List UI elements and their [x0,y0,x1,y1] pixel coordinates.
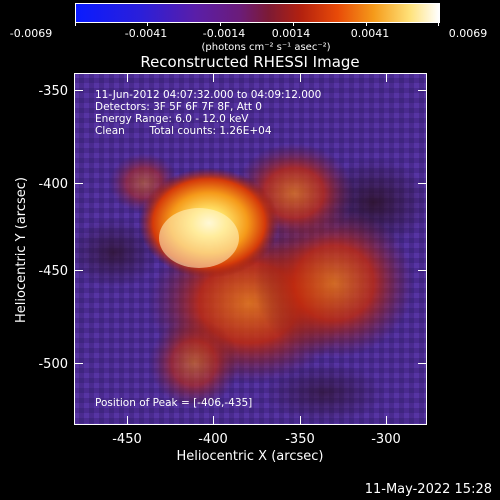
colorbar-ticks: -0.0069 -0.0041 -0.0014 0.0014 0.0041 0.… [10,22,488,53]
peak-position: Position of Peak = [-406,-435] [95,397,253,409]
detectors: Detectors: 3F 5F 6F 7F 8F, Att 0 [95,101,262,113]
x-tick-label: -300 [371,432,401,447]
plot-title: Reconstructed RHESSI Image [140,53,360,71]
colorbar [75,3,440,23]
energy-range: Energy Range: 6.0 - 12.0 keV [95,113,249,125]
colorbar-units: (photons cm⁻² s⁻¹ asec⁻²) [201,42,330,53]
y-tick-label: -500 [38,357,68,372]
colorbar-tick-label: -0.0041 [125,27,167,40]
total-counts: Total counts: 1.26E+04 [149,125,272,137]
y-tick-label: -450 [38,264,68,279]
x-tick-label: -350 [285,432,315,447]
y-tick-label: -400 [38,177,68,192]
colorbar-tick-label: -0.0014 [203,27,245,40]
observation-info: 11-Jun-2012 04:07:32.000 to 04:09:12.000… [95,89,321,137]
x-tick-label: -400 [198,432,228,447]
colorbar-tick-label: 0.0069 [449,27,488,40]
colorbar-tick-label: -0.0069 [10,27,52,40]
x-tick-label: -450 [112,432,142,447]
y-tick-label: -350 [38,84,68,99]
timestamp: 11-May-2022 15:28 [364,482,492,497]
time-range: 11-Jun-2012 04:07:32.000 to 04:09:12.000 [95,89,322,101]
rhessi-image [74,73,427,425]
x-axis-label: Heliocentric X (arcsec) [177,449,324,464]
colorbar-tick-label: 0.0014 [272,27,311,40]
y-axis-label: Heliocentric Y (arcsec) [14,177,29,323]
algorithm: Clean [95,125,125,137]
clean-counts: Clean Total counts: 1.26E+04 [95,125,321,137]
colorbar-tick-label: 0.0041 [351,27,390,40]
